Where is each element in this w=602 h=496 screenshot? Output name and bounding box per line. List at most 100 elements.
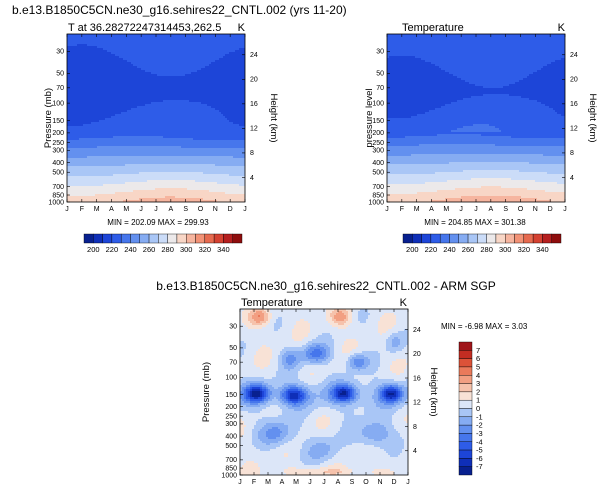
model-cell xyxy=(199,126,202,129)
model-cell xyxy=(137,80,140,83)
model-cell xyxy=(189,102,192,105)
model-cell xyxy=(79,96,82,99)
model-cell xyxy=(237,96,240,99)
model-cell xyxy=(199,36,202,39)
model-cell xyxy=(149,124,152,127)
model-cell xyxy=(223,126,226,129)
model-cell xyxy=(211,80,214,83)
model-cell xyxy=(177,90,180,93)
model-cell xyxy=(95,58,98,61)
model-cell xyxy=(243,42,245,45)
model-cell xyxy=(113,106,116,109)
model-cell xyxy=(119,104,122,107)
model-cell xyxy=(151,38,154,41)
model-cell xyxy=(73,126,76,129)
model-cell xyxy=(97,118,100,121)
model-cell xyxy=(163,144,166,147)
model-cell xyxy=(175,42,178,45)
model-cell xyxy=(109,68,112,71)
model-cell xyxy=(157,130,160,133)
model-cell xyxy=(79,120,82,123)
model-cell xyxy=(199,40,202,43)
model-cell xyxy=(93,72,96,75)
model-cell xyxy=(201,48,204,51)
model-cell xyxy=(153,36,156,39)
model-cell xyxy=(73,110,76,113)
model-cell xyxy=(233,88,236,91)
model-cell xyxy=(99,90,102,93)
model-cell xyxy=(139,138,142,141)
model-cell xyxy=(103,54,106,57)
model-cell xyxy=(231,62,234,65)
model-cell xyxy=(109,124,112,127)
model-cell xyxy=(167,116,170,119)
model-cell xyxy=(83,114,86,117)
model-cell xyxy=(191,50,194,53)
model-cell xyxy=(137,88,140,91)
model-cell xyxy=(203,34,206,37)
model-cell xyxy=(197,52,200,55)
model-cell xyxy=(107,90,110,93)
model-cell xyxy=(69,128,72,131)
model-cell xyxy=(81,124,84,127)
model-cell xyxy=(89,118,92,121)
model-cell xyxy=(129,38,132,41)
model-cell xyxy=(99,96,102,99)
model-cell xyxy=(131,80,134,83)
model-cell xyxy=(135,142,138,145)
model-cell xyxy=(235,120,238,123)
model-cell xyxy=(219,70,222,73)
model-cell xyxy=(79,42,82,45)
model-cell xyxy=(109,84,112,87)
model-cell xyxy=(117,98,120,101)
model-cell xyxy=(213,38,216,41)
model-cell xyxy=(133,88,136,91)
model-cell xyxy=(101,34,104,37)
model-cell xyxy=(227,98,230,101)
model-cell xyxy=(87,92,90,95)
model-cell xyxy=(217,78,220,81)
model-cell xyxy=(221,66,224,69)
model-cell xyxy=(153,110,156,113)
model-cell xyxy=(121,128,124,131)
model-cell xyxy=(205,66,208,69)
model-cell xyxy=(159,54,162,57)
model-cell xyxy=(139,78,142,81)
model-cell xyxy=(157,96,160,99)
model-cell xyxy=(83,58,86,61)
model-cell xyxy=(195,138,198,141)
model-cell xyxy=(67,96,70,99)
model-cell xyxy=(129,74,132,77)
model-cell xyxy=(217,90,220,93)
model-cell xyxy=(109,44,112,47)
model-cell xyxy=(213,42,216,45)
model-cell xyxy=(187,80,190,83)
model-cell xyxy=(155,112,158,115)
model-cell xyxy=(97,132,100,135)
model-cell xyxy=(155,132,158,135)
model-cell xyxy=(221,56,224,59)
model-cell xyxy=(117,90,120,93)
model-cell xyxy=(107,122,110,125)
model-cell xyxy=(139,118,142,121)
model-cell xyxy=(177,126,180,129)
model-cell xyxy=(169,144,172,147)
model-cell xyxy=(117,120,120,123)
model-cell xyxy=(127,90,130,93)
model-cell xyxy=(125,128,128,131)
model-cell xyxy=(165,88,168,91)
model-cell xyxy=(191,94,194,97)
model-cell xyxy=(111,126,114,129)
model-cell xyxy=(109,56,112,59)
model-cell xyxy=(219,90,222,93)
model-cell xyxy=(211,50,214,53)
model-cell xyxy=(115,136,118,139)
model-cell xyxy=(215,80,218,83)
model-cell xyxy=(147,112,150,115)
model-cell xyxy=(83,68,86,71)
model-cell xyxy=(167,134,170,137)
model-cell xyxy=(179,124,182,127)
model-cell xyxy=(149,138,152,141)
model-cell xyxy=(175,104,178,107)
model-cell xyxy=(171,110,174,113)
